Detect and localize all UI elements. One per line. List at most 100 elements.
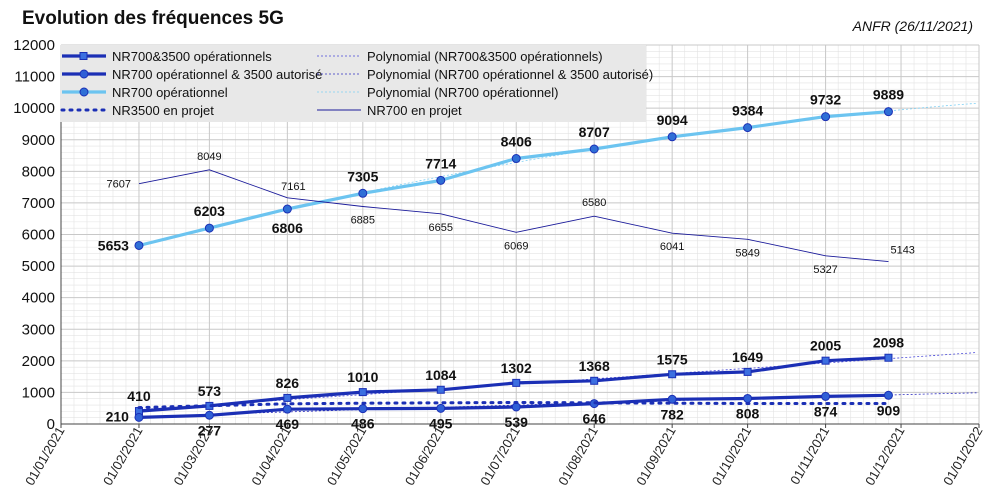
- legend-entry-2-0-marker: [79, 87, 89, 97]
- chart-title: Evolution des fréquences 5G: [22, 8, 284, 29]
- data-point: [134, 240, 144, 250]
- data-point: [743, 393, 753, 403]
- data-label: 1302: [501, 360, 532, 376]
- data-label: 826: [276, 375, 300, 391]
- y-tick-label: 6000: [22, 227, 55, 244]
- y-tick-label: 0: [47, 416, 55, 433]
- data-label: 8049: [197, 151, 221, 163]
- data-point: [511, 402, 521, 412]
- legend-entry-2-1-label: Polynomial (NR700 opérationnel): [367, 85, 559, 100]
- data-label: 410: [127, 388, 151, 404]
- x-tick-label: 01/08/2021: [555, 424, 601, 488]
- data-label: 6203: [194, 203, 225, 219]
- trendline-layer: [138, 102, 977, 418]
- x-tick-label: 01/05/2021: [324, 424, 370, 488]
- data-label: 808: [736, 405, 760, 421]
- x-tick-label: 01/07/2021: [477, 424, 523, 488]
- data-label: 210: [106, 408, 130, 424]
- series-layer: [134, 107, 893, 422]
- y-tick-label: 2000: [22, 353, 55, 370]
- x-tick-label: 01/06/2021: [402, 424, 448, 488]
- data-label: 2098: [873, 335, 904, 351]
- data-label: 5653: [98, 237, 129, 253]
- data-label: 9094: [657, 112, 688, 128]
- legend-entry-1-0-marker: [79, 69, 89, 79]
- data-label: 7607: [106, 179, 130, 191]
- x-tick-label: 01/01/2022: [940, 424, 986, 488]
- data-point: [436, 385, 445, 394]
- data-point: [204, 410, 214, 420]
- series-line-3: [137, 401, 890, 410]
- y-tick-label: 4000: [22, 290, 55, 307]
- data-label: 1575: [657, 351, 688, 367]
- y-tick-label: 11000: [14, 69, 55, 86]
- legend-background: [60, 45, 646, 122]
- data-label: 782: [660, 406, 684, 422]
- data-point: [282, 404, 292, 414]
- data-point: [667, 394, 677, 404]
- data-label: 8406: [501, 134, 532, 150]
- data-label: 8707: [579, 124, 610, 140]
- y-tick-label: 3000: [22, 321, 55, 338]
- legend-entry-0-0-label: NR700&3500 opérationnels: [112, 49, 272, 64]
- data-point: [282, 204, 292, 214]
- data-point: [358, 188, 368, 198]
- data-label: 6580: [582, 197, 606, 209]
- data-point: [204, 223, 214, 233]
- data-point: [512, 378, 521, 387]
- legend-entry-3-1-label: NR700 en projet: [367, 103, 462, 118]
- data-label: 495: [429, 415, 453, 431]
- data-point: [743, 367, 752, 376]
- data-label: 5143: [890, 245, 914, 257]
- data-point: [436, 403, 446, 413]
- data-point: [743, 123, 753, 133]
- data-point: [883, 107, 893, 117]
- data-label: 5849: [735, 247, 759, 259]
- data-label: 2005: [810, 338, 841, 354]
- data-label: 9732: [810, 92, 841, 108]
- legend-entry-2-0-label: NR700 opérationnel: [112, 85, 228, 100]
- legend-entry-3-0-label: NR3500 en projet: [112, 103, 214, 118]
- data-label: 1649: [732, 349, 763, 365]
- y-tick-label: 8000: [22, 163, 55, 180]
- data-label: 646: [583, 411, 607, 427]
- data-label: 469: [276, 416, 300, 432]
- data-label: 1010: [347, 369, 378, 385]
- data-label-layer: 410 573 826 1010 1084 1302 1368 1575 1649 2005 209…: [98, 87, 915, 439]
- data-point: [358, 388, 367, 397]
- legend-entry-1-1-label: Polynomial (NR700 opérationnel & 3500 au…: [367, 67, 653, 82]
- data-point: [436, 175, 446, 185]
- y-tick-label: 1000: [22, 384, 55, 401]
- data-label: 1084: [425, 367, 456, 383]
- y-tick-label: 7000: [22, 195, 55, 212]
- data-point: [283, 393, 292, 402]
- data-point: [134, 412, 144, 422]
- data-label: 9384: [732, 103, 763, 119]
- source-note: ANFR (26/11/2021): [852, 18, 973, 34]
- data-point: [821, 356, 830, 365]
- trendline-2: [138, 102, 977, 247]
- legend: NR700&3500 opérationnels Polynomial (NR70…: [60, 45, 653, 122]
- data-point: [821, 391, 831, 401]
- data-label: 1368: [579, 358, 610, 374]
- data-label: 539: [505, 414, 529, 430]
- data-label: 6806: [272, 220, 303, 236]
- data-point: [668, 370, 677, 379]
- legend-entry-0-1-label: Polynomial (NR700&3500 opérationnels): [367, 49, 603, 64]
- x-tick-label: 01/04/2021: [248, 424, 294, 488]
- data-label: 6041: [660, 241, 684, 253]
- x-tick-label: 01/10/2021: [709, 424, 755, 488]
- data-point: [358, 404, 368, 414]
- data-point: [821, 112, 831, 122]
- data-label: 7305: [347, 168, 378, 184]
- data-point: [883, 390, 893, 400]
- data-label: 277: [198, 422, 222, 438]
- x-tick-label: 01/09/2021: [633, 424, 679, 488]
- data-point: [511, 154, 521, 164]
- data-label: 6655: [429, 222, 453, 234]
- data-label: 486: [351, 416, 375, 432]
- data-label: 874: [814, 403, 838, 419]
- data-label: 909: [877, 402, 901, 418]
- data-point: [667, 132, 677, 142]
